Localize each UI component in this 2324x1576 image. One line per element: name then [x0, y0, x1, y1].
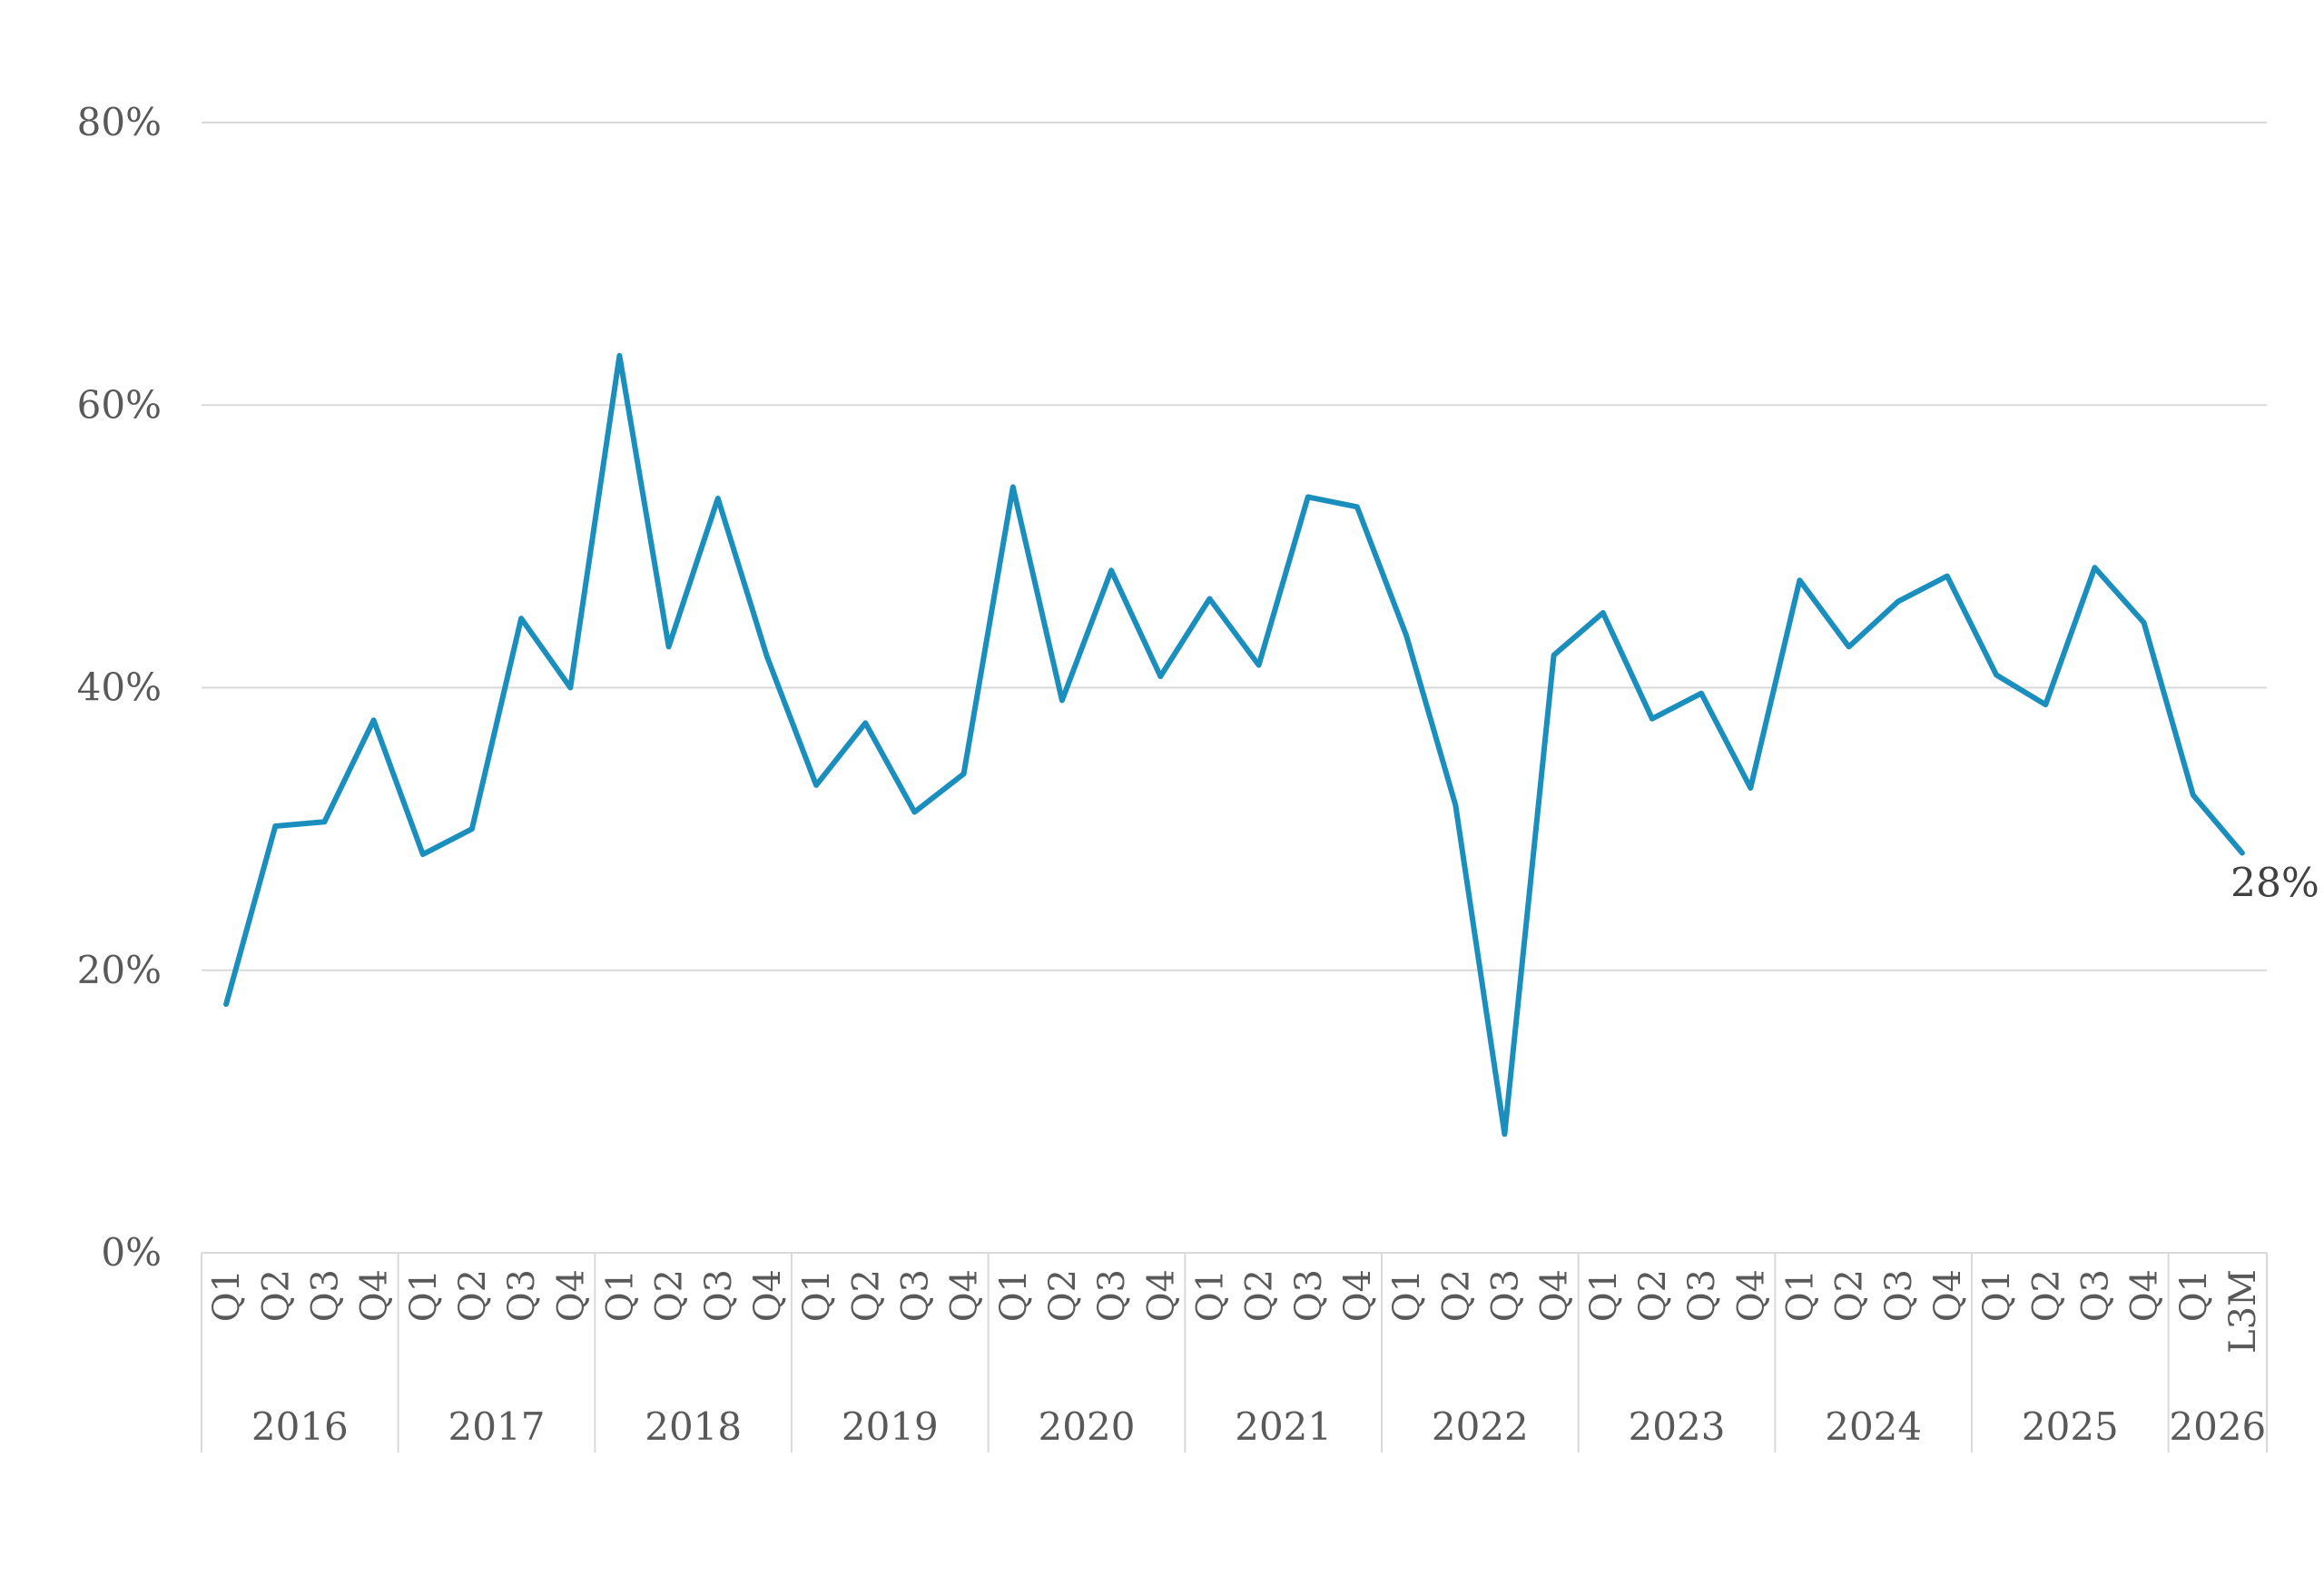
quarter-tick-label: Q3	[698, 1269, 740, 1322]
quarter-tick-label: Q2	[1829, 1269, 1871, 1322]
y-tick-label: 0%	[101, 1230, 162, 1275]
quarter-tick-label: Q4	[1534, 1269, 1576, 1322]
quarter-tick-label: Q2	[452, 1269, 494, 1322]
year-label: 2019	[842, 1404, 939, 1449]
year-label: 2025	[2022, 1404, 2119, 1449]
gridlines	[202, 122, 2267, 971]
quarter-tick-label: Q2	[1042, 1269, 1084, 1322]
year-label: 2018	[645, 1404, 742, 1449]
quarter-tick-label: Q2	[1435, 1269, 1477, 1322]
quarter-tick-label: Q1	[1583, 1269, 1625, 1322]
quarter-tick-label: Q3	[1484, 1269, 1526, 1322]
year-label: 2023	[1629, 1404, 1726, 1449]
quarter-tick-label: Q4	[944, 1269, 986, 1322]
quarter-tick-label: Q3	[1878, 1269, 1920, 1322]
year-label: 2022	[1432, 1404, 1529, 1449]
quarter-tick-label: Q2	[845, 1269, 887, 1322]
quarter-tick-label: Q4	[2124, 1269, 2166, 1322]
quarter-tick-label: Q2	[2025, 1269, 2067, 1322]
plot-area: 28%	[223, 352, 2319, 1138]
year-label: 2017	[448, 1404, 546, 1449]
y-tick-label: 20%	[77, 948, 162, 992]
quarter-tick-label: Q4	[1140, 1269, 1182, 1322]
y-tick-label: 80%	[77, 100, 162, 144]
quarter-tick-label: Q1	[403, 1269, 445, 1322]
quarter-tick-label: Q4	[1730, 1269, 1772, 1322]
quarter-tick-label: Q2	[649, 1269, 691, 1322]
year-label: 2026	[2169, 1404, 2266, 1449]
quarter-tick-label: Q3	[1681, 1269, 1723, 1322]
quarter-tick-label: Q1	[1189, 1269, 1231, 1322]
y-tick-label: 60%	[77, 382, 162, 427]
year-label: 2024	[1825, 1404, 1922, 1449]
quarter-tick-label: Q4	[1927, 1269, 1969, 1322]
series-line	[223, 352, 2245, 1138]
y-tick-label: 40%	[77, 665, 162, 710]
quarter-tick-label: Q4	[747, 1269, 789, 1322]
quarter-tick-label: Q2	[1239, 1269, 1281, 1322]
year-label: 2021	[1235, 1404, 1332, 1449]
quarter-tick-label: Q1	[993, 1269, 1035, 1322]
quarter-tick-label: Q3	[1091, 1269, 1133, 1322]
quarter-tick-label: Q3	[304, 1269, 346, 1322]
quarter-tick-label: Q1	[1779, 1269, 1821, 1322]
quarter-tick-label: Q4	[550, 1269, 592, 1322]
quarter-tick-label: Q1	[796, 1269, 838, 1322]
quarter-tick-label: Q3	[2074, 1269, 2116, 1322]
quarter-tick-label: Q3	[1288, 1269, 1330, 1322]
y-axis: 0% 20% 40% 60% 80%	[77, 100, 162, 1275]
quarter-tick-label: Q4	[354, 1269, 396, 1322]
quarter-tick-label: Q3	[501, 1269, 543, 1322]
quarter-tick-label: Q1	[599, 1269, 641, 1322]
year-label: 2016	[251, 1404, 349, 1449]
data-label: 28%	[2230, 861, 2319, 907]
quarter-tick-label: Q1	[2173, 1269, 2215, 1322]
quarter-tick-label: Q2	[255, 1269, 297, 1322]
quarter-tick-label: Q2	[1632, 1269, 1674, 1322]
quarter-tick-label: Q1	[206, 1269, 248, 1322]
quarter-tick-label: Q1	[1976, 1269, 2018, 1322]
quarter-tick-label: Q3	[894, 1269, 936, 1322]
quarter-tick-label: Q1	[1386, 1269, 1428, 1322]
quarter-tick-label: Q4	[1337, 1269, 1379, 1322]
year-label: 2020	[1039, 1404, 1136, 1449]
quarter-tick-label: L3M	[2222, 1269, 2264, 1354]
